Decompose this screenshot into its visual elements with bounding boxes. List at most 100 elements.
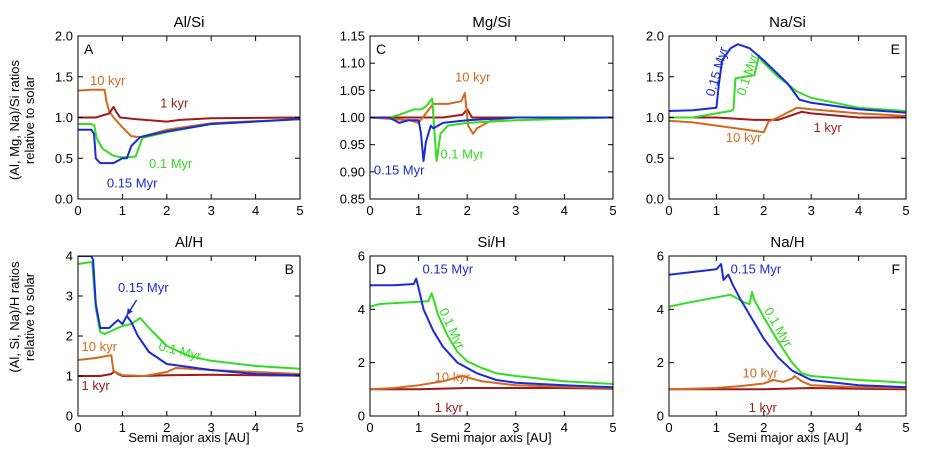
panel-letter-b: B <box>285 261 294 277</box>
panel-d-series <box>370 277 613 391</box>
series-label-1kyr-e: 1 kyr <box>814 120 843 135</box>
series-line-015Myr-f <box>669 263 906 389</box>
y-axis-label-top-line1: (Al, Mg, Na)/Si ratios <box>7 60 22 180</box>
x-tick-label: 0 <box>366 203 373 218</box>
panel-f-series <box>669 263 906 391</box>
series-line-10kyr-f <box>669 375 906 391</box>
series-label-015Myr-b: 0.15 Myr <box>118 280 169 295</box>
x-tick-label: 5 <box>902 420 909 435</box>
y-tick-label: 0.95 <box>340 137 365 152</box>
x-tick-label: 1 <box>713 203 720 218</box>
y-tick-label: 0.0 <box>55 192 73 207</box>
x-tick-label: 2 <box>464 420 471 435</box>
series-label-01Myr-b: 0.1 Myr <box>157 338 203 363</box>
panel-letter-e: E <box>891 41 900 57</box>
x-tick-label: 5 <box>609 203 616 218</box>
x-tick-label: 5 <box>296 420 303 435</box>
series-line-01Myr-e <box>669 54 906 119</box>
x-tick-label: 2 <box>163 203 170 218</box>
x-tick-label: 1 <box>415 420 422 435</box>
series-line-10kyr-d <box>370 375 613 391</box>
y-tick-label: 4 <box>657 302 664 317</box>
series-line-01Myr-a <box>78 118 300 159</box>
x-tick-label: 4 <box>561 420 568 435</box>
x-tick-label: 3 <box>512 203 519 218</box>
series-line-01Myr-c <box>370 97 613 162</box>
y-axis-label-bottom: (Al, Si, Na)/H ratios relative to solar <box>7 261 37 373</box>
x-tick-label: 0 <box>74 203 81 218</box>
y-tick-label: 2 <box>66 329 73 344</box>
y-tick-label: 1.05 <box>340 83 365 98</box>
y-tick-label: 4 <box>358 302 365 317</box>
x-tick-label: 2 <box>464 203 471 218</box>
x-tick-label: 4 <box>855 203 862 218</box>
y-tick-label: 2 <box>358 355 365 370</box>
x-tick-label: 0 <box>665 420 672 435</box>
panel-a-series <box>78 88 300 165</box>
series-label-1kyr-b: 1 kyr <box>82 378 111 393</box>
y-tick-label: 1.0 <box>646 110 664 125</box>
series-label-01Myr-a: 0.1 Myr <box>149 156 193 171</box>
panel-letter-c: C <box>376 41 386 57</box>
x-tick-label: 2 <box>163 420 170 435</box>
series-label-015Myr-c: 0.15 Myr <box>374 163 425 178</box>
x-tick-label: 0 <box>74 420 81 435</box>
x-tick-label: 1 <box>415 203 422 218</box>
series-line-1kyr-e <box>669 110 906 121</box>
y-tick-label: 3 <box>66 289 73 304</box>
x-tick-label: 5 <box>902 203 909 218</box>
annotation-arrow-head <box>126 308 133 316</box>
panel-f-title: Na/H <box>770 234 804 251</box>
y-axis-label-top: (Al, Mg, Na)/Si ratios relative to solar <box>7 60 37 180</box>
y-tick-label: 1.00 <box>340 110 365 125</box>
series-label-1kyr-a: 1 kyr <box>160 96 189 111</box>
panel-letter-d: D <box>376 261 386 277</box>
series-line-015Myr-d <box>370 277 613 389</box>
y-tick-label: 0 <box>358 409 365 424</box>
y-tick-label: 0 <box>657 409 664 424</box>
y-tick-label: 1 <box>66 369 73 384</box>
y-tick-label: 0.5 <box>646 151 664 166</box>
y-tick-label: 1.0 <box>55 110 73 125</box>
x-tick-label: 5 <box>296 203 303 218</box>
panel-c: Mg/Si 0 1 2 3 4 5 0.85 0.90 0.95 1.00 1.05 1.10 1.15 C… <box>340 14 617 218</box>
panel-c-series <box>370 92 613 162</box>
x-tick-label: 1 <box>119 420 126 435</box>
series-label-015Myr-e: 0.15 Myr <box>702 45 731 98</box>
series-line-10kyr-c <box>370 92 613 135</box>
y-tick-label: 0.0 <box>646 192 664 207</box>
series-line-01Myr-f <box>669 291 906 384</box>
y-tick-label: 2.0 <box>55 29 73 44</box>
y-tick-label: 1.5 <box>55 69 73 84</box>
series-label-10kyr-f: 10 kyr <box>742 365 778 380</box>
series-label-015Myr-f: 0.15 Myr <box>731 261 782 276</box>
x-tick-label: 3 <box>208 420 215 435</box>
y-tick-label: 0.90 <box>340 164 365 179</box>
series-line-015Myr-b <box>78 256 300 377</box>
y-tick-label: 0 <box>66 409 73 424</box>
series-line-01Myr-d <box>370 292 613 385</box>
series-line-015Myr-e <box>669 43 906 114</box>
panel-letter-a: A <box>84 41 94 57</box>
x-tick-label: 4 <box>855 420 862 435</box>
series-label-01Myr-e: 0.1 Myr <box>733 51 761 97</box>
y-tick-label: 0.5 <box>55 151 73 166</box>
x-tick-label: 3 <box>808 203 815 218</box>
panel-a-title: Al/Si <box>174 14 205 31</box>
y-tick-label: 0.85 <box>340 192 365 207</box>
series-label-10kyr-c: 10 kyr <box>455 70 491 85</box>
x-axis-label-b: Semi major axis [AU] <box>430 430 551 445</box>
panel-e: Na/Si 0 1 2 3 4 5 0.0 0.5 1.0 1.5 2.0 E 1 kyr 10 kyr 0.… <box>646 14 910 218</box>
x-tick-label: 4 <box>561 203 568 218</box>
x-tick-label: 2 <box>760 203 767 218</box>
panel-a: Al/Si 0 1 2 3 4 5 0.0 0.5 1.0 1.5 2.0 A 10 kyr 1 kyr 0.… <box>55 14 304 218</box>
x-axis-label-c: Semi major axis [AU] <box>727 430 848 445</box>
series-label-10kyr-b: 10 kyr <box>82 339 118 354</box>
series-line-015Myr-c <box>370 116 613 162</box>
x-tick-label: 3 <box>808 420 815 435</box>
x-tick-label: 1 <box>713 420 720 435</box>
panel-b-title: Al/H <box>175 234 203 251</box>
